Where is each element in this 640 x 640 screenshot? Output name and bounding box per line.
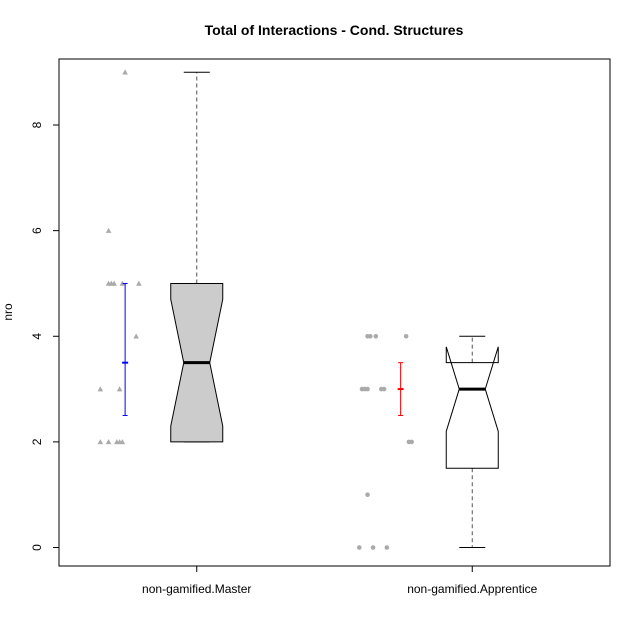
x-axis: non-gamified.Master non-gamified.Apprenti… [142, 565, 538, 596]
data-point [105, 227, 112, 233]
x-tick-label: non-gamified.Master [142, 582, 251, 596]
y-tick-label: 6 [30, 227, 44, 234]
data-point [97, 386, 104, 392]
jitter-points [97, 69, 414, 550]
x-tick-label: non-gamified.Apprentice [407, 582, 537, 596]
data-point [116, 386, 123, 392]
data-point [373, 333, 379, 339]
data-point [122, 69, 128, 75]
data-point [105, 439, 112, 445]
data-point [409, 439, 414, 445]
y-tick-label: 0 [30, 544, 44, 551]
data-point [365, 492, 370, 498]
data-point [368, 333, 373, 339]
data-point [119, 439, 126, 445]
boxplots [170, 71, 499, 549]
y-tick-label: 2 [30, 438, 44, 445]
y-axis: 0 2 4 6 8 [30, 121, 60, 551]
data-point [403, 333, 409, 339]
data-point [384, 545, 390, 550]
y-tick-label: 8 [30, 121, 44, 128]
box-body [445, 346, 499, 469]
y-tick-label: 4 [30, 333, 44, 340]
data-point [97, 439, 104, 445]
data-point [381, 386, 387, 392]
data-point [136, 280, 142, 286]
data-point [119, 280, 126, 286]
data-point [365, 386, 370, 392]
data-point [111, 280, 117, 286]
chart-title: Total of Interactions - Cond. Structures [205, 22, 464, 38]
data-point [370, 545, 376, 550]
y-axis-title: nro [1, 303, 15, 321]
data-point [356, 545, 362, 550]
mean-intervals [122, 282, 404, 416]
data-point [133, 333, 139, 339]
